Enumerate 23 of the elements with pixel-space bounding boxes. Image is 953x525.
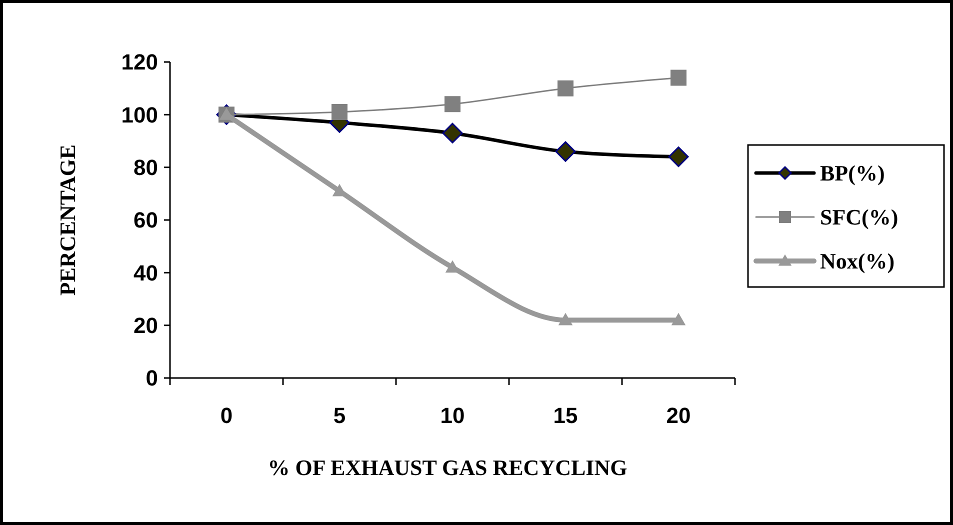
point <box>332 104 348 120</box>
legend-label: BP(%) <box>820 160 885 186</box>
x-axis-title: % OF EXHAUST GAS RECYCLING <box>268 455 628 480</box>
point <box>671 312 686 326</box>
y-tick-label: 100 <box>121 102 158 128</box>
point <box>558 312 573 326</box>
y-tick-label: 120 <box>121 50 158 75</box>
legend-label: SFC(%) <box>820 204 898 230</box>
y-tick-label: 20 <box>134 313 158 338</box>
x-tick-label: 5 <box>333 403 346 428</box>
y-tick-label: 60 <box>134 208 158 233</box>
y-tick-label: 40 <box>134 260 158 286</box>
point <box>444 96 460 112</box>
x-tick-label: 15 <box>553 403 578 428</box>
x-tick-label: 10 <box>440 403 465 428</box>
point <box>670 70 686 86</box>
y-tick-label: 80 <box>134 155 158 180</box>
legend-label: Nox(%) <box>820 248 895 274</box>
x-tick-label: 20 <box>666 403 691 428</box>
x-tick-label: 0 <box>220 403 233 428</box>
point <box>558 80 574 96</box>
y-axis-title: PERCENTAGE <box>55 144 80 296</box>
y-tick-label: 0 <box>146 366 158 391</box>
